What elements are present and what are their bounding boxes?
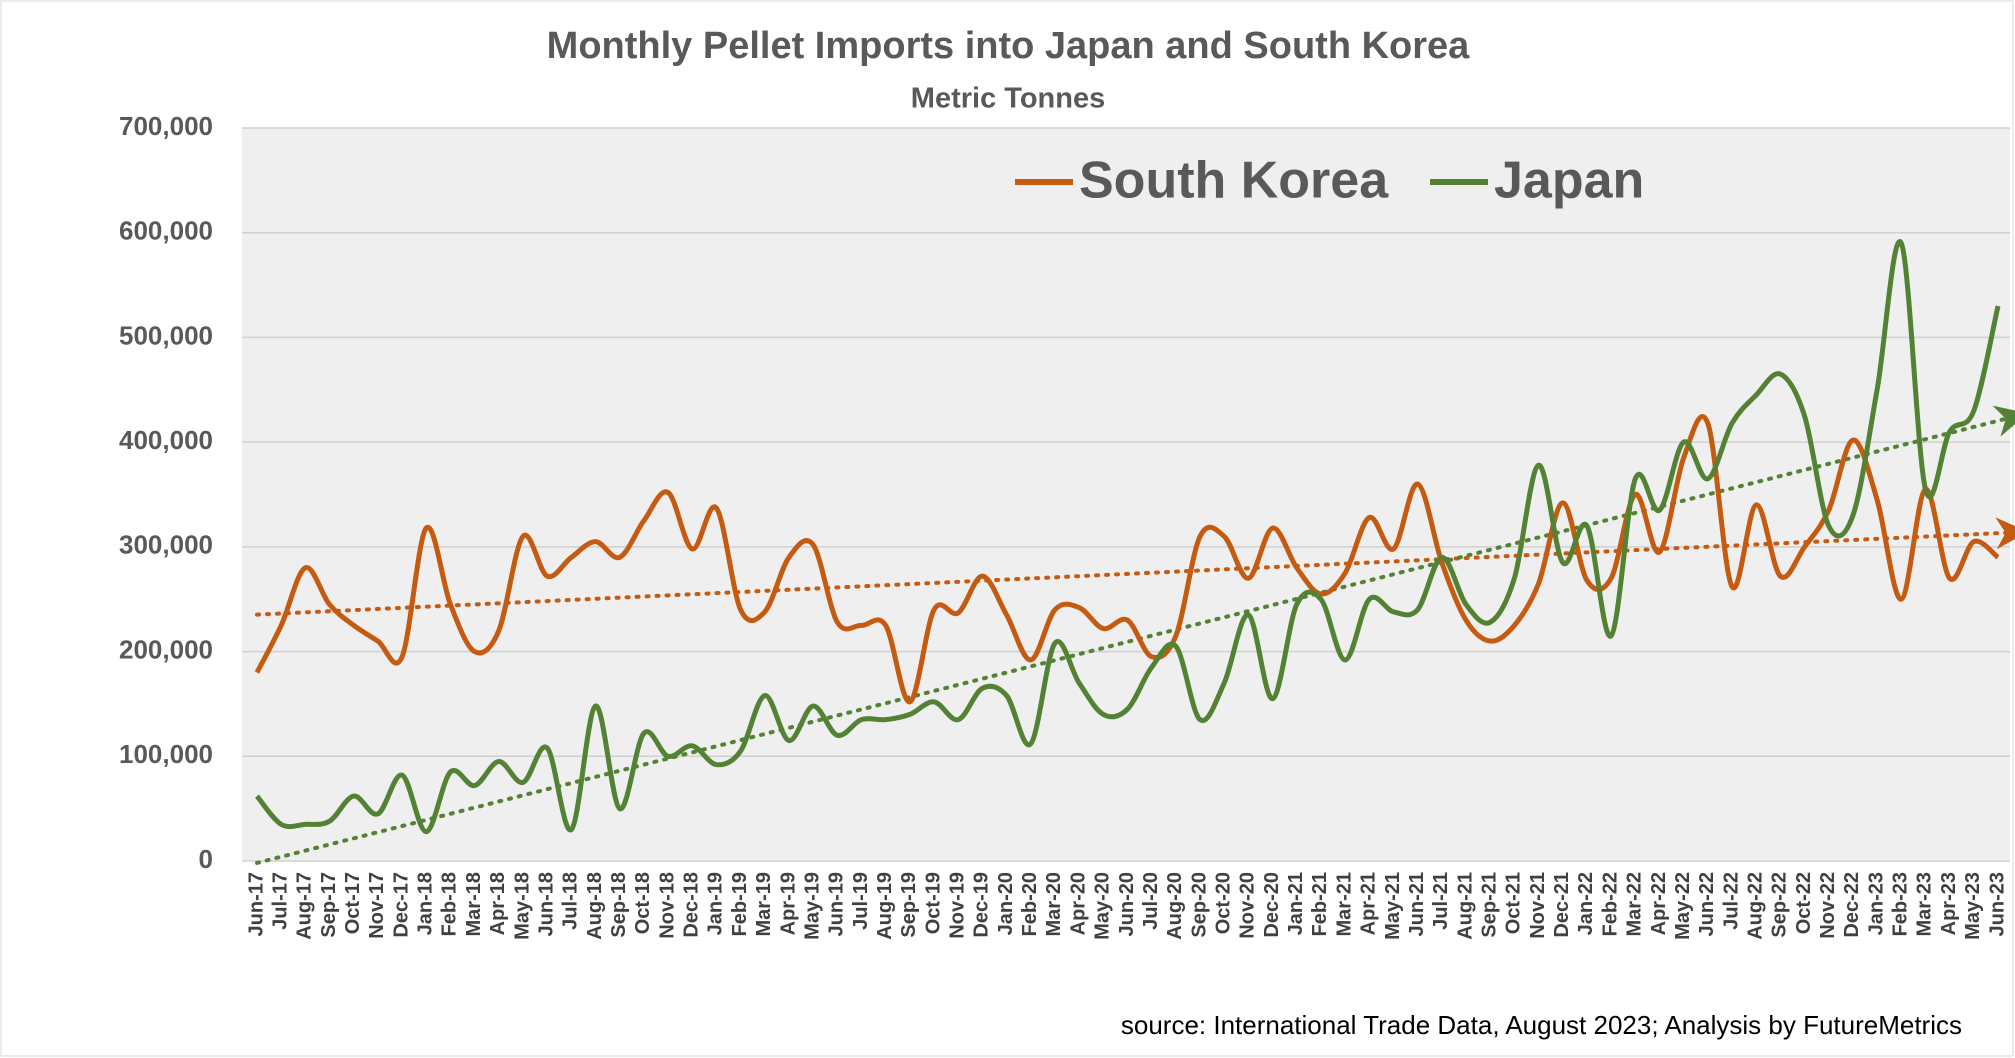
x-tick-label: Sep-17 [318, 872, 340, 938]
x-tick-label: May-21 [1382, 872, 1404, 940]
x-tick-label: Jan-21 [1285, 872, 1307, 935]
x-tick-label: May-19 [801, 872, 823, 940]
source-note: source: International Trade Data, August… [1121, 1010, 1962, 1040]
x-tick-label: May-23 [1962, 872, 1984, 940]
x-tick-label: Apr-21 [1358, 872, 1380, 935]
y-tick-label: 300,000 [119, 530, 213, 560]
x-tick-label: Mar-23 [1914, 872, 1936, 936]
x-tick-label: Nov-19 [947, 872, 969, 939]
x-tick-label: Feb-20 [1019, 872, 1041, 936]
x-tick-label: Dec-19 [971, 872, 993, 938]
x-tick-label: Jan-22 [1575, 872, 1597, 935]
x-tick-label: Jul-22 [1720, 872, 1742, 930]
x-tick-label: Feb-23 [1890, 872, 1912, 936]
x-tick-label: Sep-18 [608, 872, 630, 938]
x-tick-label: Aug-22 [1744, 872, 1766, 940]
x-tick-label: May-18 [511, 872, 533, 940]
x-tick-label: Aug-21 [1454, 872, 1476, 940]
plot-area [242, 128, 2010, 861]
x-tick-label: Oct-18 [632, 872, 654, 934]
x-tick-label: Dec-20 [1261, 872, 1283, 938]
x-tick-label: Feb-22 [1599, 872, 1621, 936]
x-tick-label: Apr-23 [1938, 872, 1960, 935]
x-tick-label: Sep-19 [898, 872, 920, 938]
x-tick-label: Apr-22 [1648, 872, 1670, 935]
x-tick-label: Jan-19 [705, 872, 727, 935]
x-tick-label: Jun-21 [1406, 872, 1428, 936]
series-line [254, 414, 2000, 705]
x-tick-label: Jan-23 [1865, 872, 1887, 935]
x-tick-label: Oct-20 [1213, 872, 1235, 934]
y-tick-label: 0 [199, 844, 213, 874]
y-tick-label: 400,000 [119, 425, 213, 455]
series-line [255, 239, 2001, 835]
x-tick-label: Oct-19 [922, 872, 944, 934]
x-tick-label: Nov-21 [1527, 872, 1549, 939]
x-tick-label: Sep-21 [1478, 872, 1500, 938]
x-tick-label: Dec-21 [1551, 872, 1573, 938]
x-tick-label: Oct-21 [1503, 872, 1525, 934]
x-tick-label: Mar-19 [753, 872, 775, 936]
legend-label: South Korea [1079, 152, 1389, 210]
chart-subtitle: Metric Tonnes [911, 83, 1105, 115]
x-tick-label: Dec-22 [1841, 872, 1863, 938]
x-tick-label: Mar-20 [1043, 872, 1065, 936]
x-tick-label: Apr-18 [487, 872, 509, 935]
x-tick-label: Nov-22 [1817, 872, 1839, 939]
x-tick-label: Jun-22 [1696, 872, 1718, 936]
x-tick-label: Mar-21 [1333, 872, 1355, 936]
x-tick-label: Jun-17 [245, 872, 267, 936]
x-tick-label: Mar-18 [463, 872, 485, 936]
x-tick-label: Feb-19 [729, 872, 751, 936]
x-tick-label: Aug-17 [294, 872, 316, 940]
x-tick-label: Jul-18 [560, 872, 582, 930]
y-tick-label: 700,000 [119, 111, 213, 141]
x-tick-label: Feb-21 [1309, 872, 1331, 936]
x-tick-label: Jun-18 [535, 872, 557, 936]
x-tick-label: Aug-20 [1164, 872, 1186, 940]
x-tick-label: Jun-20 [1116, 872, 1138, 936]
x-tick-label: Jul-19 [850, 872, 872, 930]
x-tick-label: Jul-20 [1140, 872, 1162, 930]
x-tick-label: Feb-18 [439, 872, 461, 936]
x-tick-label: Nov-17 [366, 872, 388, 939]
x-tick-label: Aug-18 [584, 872, 606, 940]
x-tick-label: Apr-19 [777, 872, 799, 935]
x-tick-label: Jun-19 [826, 872, 848, 936]
chart-title: Monthly Pellet Imports into Japan and So… [547, 25, 1470, 67]
legend-label: Japan [1494, 152, 1644, 210]
x-tick-label: Nov-20 [1237, 872, 1259, 939]
x-tick-label: Oct-17 [342, 872, 364, 934]
x-tick-label: Jul-21 [1430, 872, 1452, 930]
y-tick-label: 500,000 [119, 320, 213, 350]
x-tick-label: Dec-18 [681, 872, 703, 938]
y-tick-label: 200,000 [119, 634, 213, 664]
x-tick-label: Jan-20 [995, 872, 1017, 935]
y-tick-label: 100,000 [119, 739, 213, 769]
x-tick-label: Oct-22 [1793, 872, 1815, 934]
x-tick-label: Aug-19 [874, 872, 896, 940]
x-tick-label: Jan-18 [415, 872, 437, 935]
x-tick-label: Nov-18 [656, 872, 678, 939]
x-tick-label: Jul-17 [269, 872, 291, 930]
x-tick-label: Dec-17 [390, 872, 412, 938]
x-tick-label: Jun-23 [1986, 872, 2008, 936]
x-tick-label: May-22 [1672, 872, 1694, 940]
x-tick-label: Apr-20 [1067, 872, 1089, 935]
x-tick-label: Sep-20 [1188, 872, 1210, 938]
x-tick-label: May-20 [1092, 872, 1114, 940]
x-tick-label: Sep-22 [1769, 872, 1791, 938]
trend-line [255, 517, 2015, 617]
x-tick-label: Mar-22 [1624, 872, 1646, 936]
y-tick-label: 600,000 [119, 216, 213, 246]
